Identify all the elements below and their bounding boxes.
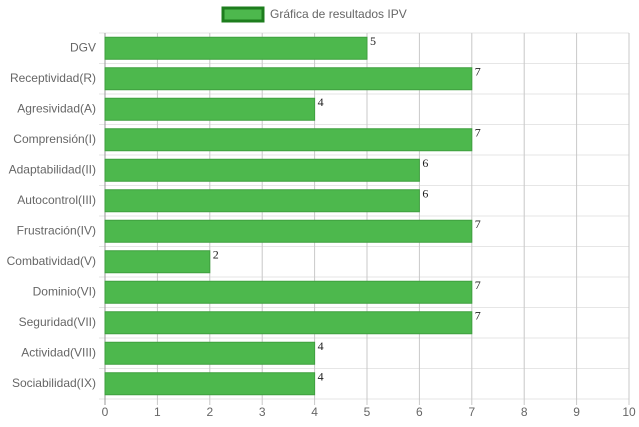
x-tick-label: 3 <box>259 405 266 419</box>
x-tick-label: 7 <box>468 405 475 419</box>
value-label: 7 <box>475 278 481 292</box>
value-label: 5 <box>370 34 376 48</box>
value-label: 7 <box>475 309 481 323</box>
y-tick-label: Receptividad(R) <box>10 71 96 85</box>
bar <box>104 158 420 182</box>
y-tick-label: Sociabilidad(IX) <box>12 376 96 390</box>
value-label: 4 <box>318 339 324 353</box>
y-tick-label: DGV <box>70 40 96 54</box>
value-label: 4 <box>318 370 324 384</box>
y-tick-label: Dominio(VI) <box>33 284 96 298</box>
legend-label: Gráfica de resultados IPV <box>270 7 407 21</box>
y-tick-label: Comprensión(I) <box>13 132 96 146</box>
x-tick-label: 9 <box>573 405 580 419</box>
y-tick-label: Agresividad(A) <box>17 101 96 115</box>
bar <box>104 280 473 304</box>
x-tick-label: 10 <box>622 405 636 419</box>
bar <box>104 341 316 365</box>
y-tick-label: Combatividad(V) <box>7 254 96 268</box>
x-tick-label: 8 <box>521 405 528 419</box>
bar <box>104 67 473 91</box>
x-tick-label: 4 <box>311 405 318 419</box>
x-tick-label: 0 <box>102 405 109 419</box>
y-tick-label: Frustración(IV) <box>17 223 96 237</box>
value-label: 2 <box>213 248 219 262</box>
value-label: 6 <box>422 187 428 201</box>
value-label: 7 <box>475 65 481 79</box>
bar <box>104 128 473 152</box>
value-label: 7 <box>475 126 481 140</box>
value-label: 4 <box>318 95 324 109</box>
y-tick-label: Actividad(VIII) <box>21 345 96 359</box>
x-tick-label: 2 <box>206 405 213 419</box>
bar <box>104 219 473 243</box>
y-tick-label: Autocontrol(III) <box>17 193 96 207</box>
bar <box>104 189 420 213</box>
bar <box>104 372 316 396</box>
legend-swatch <box>221 6 265 23</box>
y-tick-label: Adaptabilidad(II) <box>9 162 96 176</box>
x-tick-label: 1 <box>154 405 161 419</box>
x-tick-label: 5 <box>364 405 371 419</box>
bar <box>104 97 316 121</box>
bar <box>104 250 211 274</box>
bar <box>104 311 473 335</box>
value-label: 7 <box>475 217 481 231</box>
bar <box>104 36 368 60</box>
y-tick-label: Seguridad(VII) <box>19 315 96 329</box>
x-tick-label: 6 <box>416 405 423 419</box>
value-label: 6 <box>422 156 428 170</box>
